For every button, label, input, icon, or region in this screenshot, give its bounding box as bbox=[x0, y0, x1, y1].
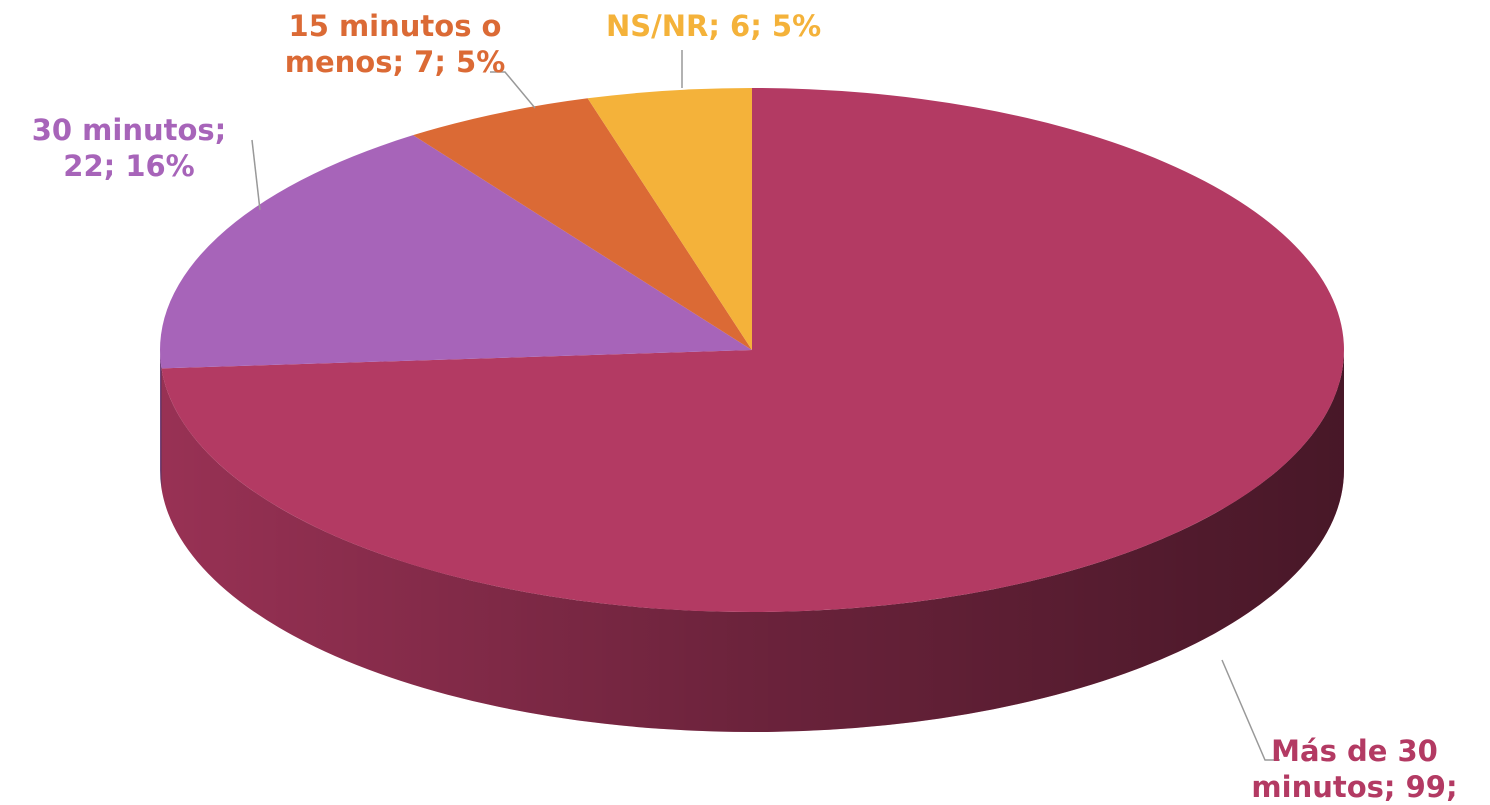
leader-line bbox=[1221, 659, 1280, 761]
leader-line bbox=[490, 71, 536, 109]
pie-sides bbox=[160, 350, 1345, 733]
pie-side-shade bbox=[161, 350, 1345, 733]
data-label: NS/NR; 6; 5% bbox=[606, 9, 822, 43]
pie-slice bbox=[587, 88, 752, 350]
pie-tops bbox=[160, 88, 1345, 612]
leader-line bbox=[251, 139, 261, 211]
data-label: Más de 30 minutos; 99; 74% bbox=[1251, 734, 1458, 804]
pie-slice bbox=[161, 88, 1345, 612]
pie-slice bbox=[160, 135, 753, 369]
data-label: 30 minutos; 22; 16% bbox=[31, 113, 227, 183]
pie-side-shade bbox=[160, 350, 162, 489]
pie-slice bbox=[413, 98, 752, 351]
data-label: 15 minutos o menos; 7; 5% bbox=[284, 9, 506, 79]
leader-lines bbox=[251, 50, 1280, 761]
